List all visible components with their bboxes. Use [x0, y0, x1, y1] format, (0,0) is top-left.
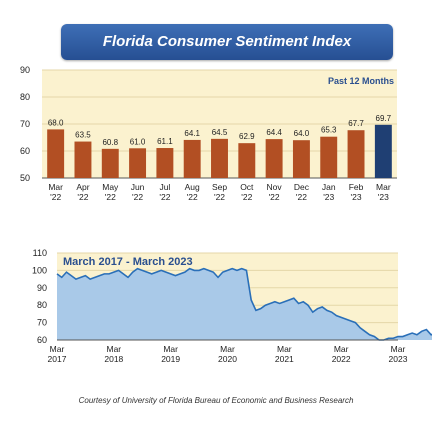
line-y-tick-label: 110: [33, 248, 47, 258]
line-y-tick-label: 60: [37, 335, 47, 345]
line-x-tick-year: 2022: [332, 354, 351, 364]
bar-x-tick-year: '22: [269, 192, 280, 202]
line-x-tick-month: Mar: [163, 344, 178, 354]
bar-x-tick-year: '22: [214, 192, 225, 202]
bar: [47, 129, 65, 178]
bar-y-tick-label: 50: [20, 173, 30, 183]
bar: [238, 143, 256, 178]
line-annotation: March 2017 - March 2023: [63, 256, 193, 268]
line-y-tick-label: 100: [32, 265, 47, 275]
bar-x-tick-month: Sep: [212, 182, 227, 192]
bar-x-tick-year: '22: [132, 192, 143, 202]
line-y-tick-label: 70: [37, 318, 47, 328]
bar-x-tick-year: '22: [187, 192, 198, 202]
bar-value-label: 65.3: [321, 126, 337, 135]
bar: [347, 130, 365, 178]
sentiment-area: [57, 268, 432, 340]
line-x-tick-month: Mar: [220, 344, 235, 354]
bar-value-label: 64.5: [212, 128, 228, 137]
bar-x-tick-month: Mar: [376, 182, 391, 192]
bar-x-tick-month: Nov: [267, 182, 283, 192]
bar-x-tick-month: Oct: [240, 182, 254, 192]
line-y-tick-label: 80: [37, 300, 47, 310]
bar-value-label: 61.1: [157, 137, 173, 146]
sentiment-line: [56, 267, 432, 341]
bar-x-tick-month: Jan: [322, 182, 336, 192]
bar-x-tick-month: Aug: [185, 182, 200, 192]
line-x-tick-month: Mar: [334, 344, 349, 354]
line-x-tick-year: 2021: [275, 354, 294, 364]
bar-x-tick-year: '22: [296, 192, 307, 202]
bar-x-tick-month: Feb: [349, 182, 364, 192]
bar-value-label: 64.4: [266, 128, 282, 137]
bar-value-label: 63.5: [75, 131, 91, 140]
bar-x-tick-month: Mar: [48, 182, 63, 192]
bar-y-tick-label: 80: [20, 92, 30, 102]
bar: [183, 139, 201, 178]
bar-value-label: 67.7: [348, 119, 364, 128]
bar: [265, 139, 283, 178]
bar-value-label: 64.1: [184, 129, 200, 138]
line-x-tick-month: Mar: [107, 344, 122, 354]
bar: [320, 136, 338, 178]
bar-x-tick-year: '23: [350, 192, 361, 202]
line-x-tick-year: 2017: [48, 354, 67, 364]
line-y-tick-label: 90: [37, 283, 47, 293]
bar-value-label: 62.9: [239, 132, 255, 141]
line-x-tick-year: 2018: [104, 354, 123, 364]
bar-value-label: 69.7: [376, 114, 392, 123]
bar-value-label: 61.0: [130, 137, 146, 146]
bar: [74, 141, 92, 178]
bar: [129, 148, 147, 178]
bar-value-label: 68.0: [48, 118, 64, 127]
line-x-tick-month: Mar: [391, 344, 406, 354]
bar-x-tick-year: '22: [241, 192, 252, 202]
bar-x-tick-year: '23: [378, 192, 389, 202]
bar-x-tick-year: '22: [50, 192, 61, 202]
line-x-tick-year: 2023: [389, 354, 408, 364]
bar-y-tick-label: 60: [20, 146, 30, 156]
bar: [292, 140, 310, 178]
bar-x-tick-month: Jul: [159, 182, 170, 192]
bar-x-tick-year: '22: [77, 192, 88, 202]
line-x-tick-year: 2020: [218, 354, 237, 364]
bar-x-tick-month: Dec: [294, 182, 310, 192]
bar: [211, 138, 228, 178]
line-chart: 60 70 80 90 100 110 March 2017 - March 2023 Mar…: [32, 248, 432, 364]
chart-title: Florida Consumer Sentiment Index: [61, 24, 393, 60]
bar: [374, 124, 392, 178]
bar: [101, 148, 119, 178]
bar-value-label: 64.0: [294, 129, 310, 138]
bar-x-tick-month: May: [102, 182, 119, 192]
bar-x-tick-month: Apr: [76, 182, 89, 192]
line-x-tick-month: Mar: [50, 344, 65, 354]
line-x-tick-year: 2019: [161, 354, 180, 364]
line-x-tick-month: Mar: [277, 344, 292, 354]
source-credit: Courtesy of University of Florida Bureau…: [78, 396, 354, 405]
bar-x-tick-year: '23: [323, 192, 334, 202]
bar-y-tick-label: 70: [20, 119, 30, 129]
bar-value-label: 60.8: [102, 138, 118, 147]
bar-y-tick-label: 90: [20, 65, 30, 75]
bar-x-tick-month: Jun: [131, 182, 145, 192]
bar-x-tick-year: '22: [159, 192, 170, 202]
bar-x-tick-year: '22: [105, 192, 116, 202]
bar: [156, 148, 174, 178]
bar-annotation: Past 12 Months: [328, 76, 394, 86]
